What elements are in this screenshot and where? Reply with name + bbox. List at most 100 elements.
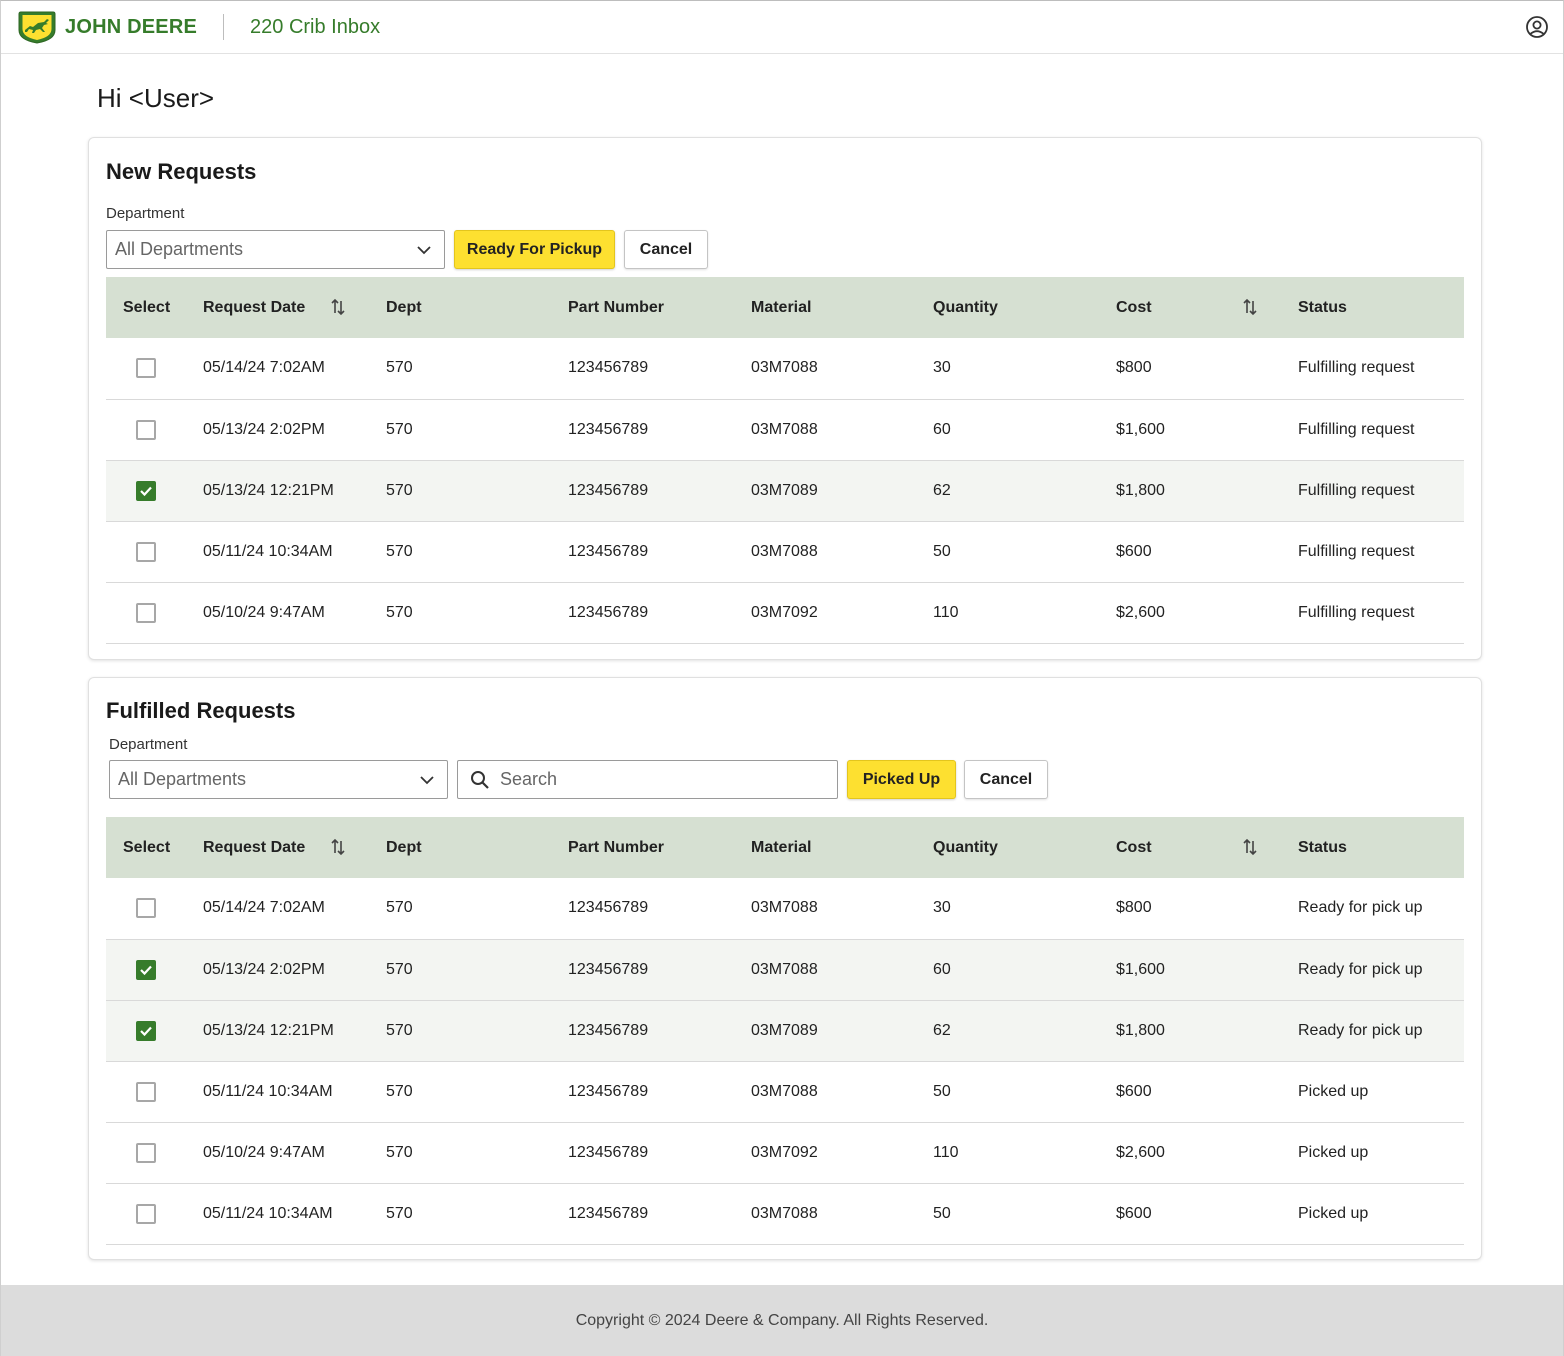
table-row[interactable]: 05/11/24 10:34AM 570 123456789 03M7088 50 $60… bbox=[106, 1183, 1464, 1244]
sort-icon[interactable] bbox=[1242, 297, 1258, 317]
col-request-date[interactable]: Request Date bbox=[203, 817, 386, 878]
new-requests-title: New Requests bbox=[106, 159, 257, 184]
cell-quantity: 60 bbox=[933, 960, 951, 978]
cell-select bbox=[106, 878, 203, 939]
cell-request-date: 05/10/24 9:47AM bbox=[203, 1143, 325, 1161]
cell-request-date: 05/14/24 7:02AM bbox=[203, 359, 325, 377]
cell-status: Picked up bbox=[1298, 1204, 1369, 1222]
col-quantity: Quantity bbox=[933, 838, 998, 856]
checkmark-icon bbox=[140, 486, 152, 496]
chevron-down-icon bbox=[417, 246, 431, 255]
department-select[interactable]: All Departments bbox=[106, 230, 445, 269]
table-row[interactable]: 05/11/24 10:34AM 570 123456789 03M7088 50 $60… bbox=[106, 521, 1464, 582]
cell-dept: 570 bbox=[386, 1204, 413, 1222]
table-row[interactable]: 05/13/24 2:02PM 570 123456789 03M7088 60 $1,6… bbox=[106, 399, 1464, 460]
col-cost-label: Cost bbox=[1116, 838, 1152, 856]
table-row[interactable]: 05/13/24 12:21PM 570 123456789 03M7089 62 $1,… bbox=[106, 460, 1464, 521]
row-checkbox-checked[interactable] bbox=[136, 1020, 156, 1041]
cell-dept: 570 bbox=[386, 899, 413, 917]
cell-quantity: 110 bbox=[933, 1143, 959, 1161]
search-input[interactable]: Search bbox=[457, 760, 838, 799]
cell-status: Ready for pick up bbox=[1298, 1021, 1423, 1039]
fulfilled-requests-body: 05/14/24 7:02AM 570 123456789 03M7088 30 $800… bbox=[106, 878, 1464, 1244]
sort-icon[interactable] bbox=[330, 297, 346, 317]
department-label: Department bbox=[109, 736, 188, 753]
row-checkbox[interactable] bbox=[136, 419, 156, 440]
col-material: Material bbox=[751, 838, 812, 856]
row-checkbox[interactable] bbox=[136, 1081, 156, 1102]
col-cost[interactable]: Cost bbox=[1116, 817, 1298, 878]
cancel-button[interactable]: Cancel bbox=[964, 760, 1048, 799]
cell-part-number: 123456789 bbox=[568, 960, 649, 978]
table-row[interactable]: 05/10/24 9:47AM 570 123456789 03M7092 110 $2,… bbox=[106, 1122, 1464, 1183]
cell-quantity: 50 bbox=[933, 1082, 951, 1100]
row-checkbox-checked[interactable] bbox=[136, 959, 156, 980]
col-select: Select bbox=[123, 298, 171, 316]
table-row[interactable]: 05/14/24 7:02AM 570 123456789 03M7088 30 $800… bbox=[106, 878, 1464, 939]
table-row[interactable]: 05/14/24 7:02AM 570 123456789 03M7088 30 $800… bbox=[106, 338, 1464, 399]
sort-icon[interactable] bbox=[1242, 837, 1258, 857]
cell-material: 03M7088 bbox=[751, 542, 818, 560]
cell-request-date: 05/11/24 10:34AM bbox=[203, 1082, 333, 1100]
cell-dept: 570 bbox=[386, 1143, 413, 1161]
cell-material: 03M7089 bbox=[751, 1021, 818, 1039]
row-checkbox[interactable] bbox=[136, 541, 156, 562]
col-request-date[interactable]: Request Date bbox=[203, 277, 386, 338]
checkmark-icon bbox=[140, 965, 152, 975]
cell-cost: $1,800 bbox=[1116, 1021, 1165, 1039]
new-requests-table: Select Request Date Dept Part Number Mat… bbox=[106, 277, 1464, 644]
table-row[interactable]: 05/13/24 12:21PM 570 123456789 03M7089 62 $1,… bbox=[106, 1000, 1464, 1061]
cell-quantity: 30 bbox=[933, 359, 951, 377]
col-cost[interactable]: Cost bbox=[1116, 277, 1298, 338]
brand-wordmark: JOHN DEERE bbox=[65, 15, 198, 38]
cell-cost: $800 bbox=[1116, 899, 1152, 917]
cell-select bbox=[106, 460, 203, 521]
cell-request-date: 05/13/24 2:02PM bbox=[203, 420, 325, 438]
department-select[interactable]: All Departments bbox=[109, 760, 448, 799]
cell-material: 03M7092 bbox=[751, 1143, 818, 1161]
cell-request-date: 05/10/24 9:47AM bbox=[203, 603, 325, 621]
cell-cost: $1,600 bbox=[1116, 420, 1165, 438]
header-divider bbox=[223, 14, 225, 40]
department-label: Department bbox=[106, 205, 185, 222]
row-checkbox[interactable] bbox=[136, 602, 156, 623]
cell-material: 03M7092 bbox=[751, 603, 818, 621]
cell-status: Ready for pick up bbox=[1298, 960, 1423, 978]
cell-select bbox=[106, 338, 203, 399]
cell-dept: 570 bbox=[386, 960, 413, 978]
col-request-date-label: Request Date bbox=[203, 838, 306, 856]
col-status: Status bbox=[1298, 298, 1347, 316]
table-header-row: Select Request Date Dept Part Number Mat… bbox=[106, 817, 1464, 878]
sort-icon[interactable] bbox=[330, 837, 346, 857]
cancel-button[interactable]: Cancel bbox=[624, 230, 708, 269]
row-checkbox[interactable] bbox=[136, 898, 156, 919]
table-row[interactable]: 05/13/24 2:02PM 570 123456789 03M7088 60 $1,6… bbox=[106, 939, 1464, 1000]
user-account-icon[interactable] bbox=[1525, 15, 1549, 39]
cell-select bbox=[106, 399, 203, 460]
cell-quantity: 110 bbox=[933, 603, 959, 621]
new-requests-body: 05/14/24 7:02AM 570 123456789 03M7088 30 $800… bbox=[106, 338, 1464, 643]
row-checkbox[interactable] bbox=[136, 358, 156, 379]
row-checkbox[interactable] bbox=[136, 1203, 156, 1224]
top-bar: JOHN DEERE 220 Crib Inbox bbox=[1, 1, 1563, 54]
app-title: 220 Crib Inbox bbox=[250, 15, 381, 38]
cell-dept: 570 bbox=[386, 1082, 413, 1100]
cell-material: 03M7088 bbox=[751, 960, 818, 978]
table-row[interactable]: 05/10/24 9:47AM 570 123456789 03M7092 110 $2,… bbox=[106, 582, 1464, 643]
table-row[interactable]: 05/11/24 10:34AM 570 123456789 03M7088 50 $60… bbox=[106, 1061, 1464, 1122]
cell-request-date: 05/11/24 10:34AM bbox=[203, 542, 333, 560]
ready-for-pickup-button[interactable]: Ready For Pickup bbox=[454, 230, 615, 269]
row-checkbox-checked[interactable] bbox=[136, 480, 156, 501]
cell-select bbox=[106, 521, 203, 582]
cell-cost: $2,600 bbox=[1116, 1143, 1165, 1161]
col-request-date-label: Request Date bbox=[203, 298, 306, 316]
cell-dept: 570 bbox=[386, 359, 413, 377]
cell-cost: $1,800 bbox=[1116, 481, 1165, 499]
cell-part-number: 123456789 bbox=[568, 359, 649, 377]
picked-up-button[interactable]: Picked Up bbox=[847, 760, 956, 799]
cell-part-number: 123456789 bbox=[568, 1204, 649, 1222]
col-dept: Dept bbox=[386, 298, 422, 316]
row-checkbox[interactable] bbox=[136, 1142, 156, 1163]
cell-quantity: 30 bbox=[933, 899, 951, 917]
deere-logo-icon[interactable] bbox=[18, 10, 56, 44]
